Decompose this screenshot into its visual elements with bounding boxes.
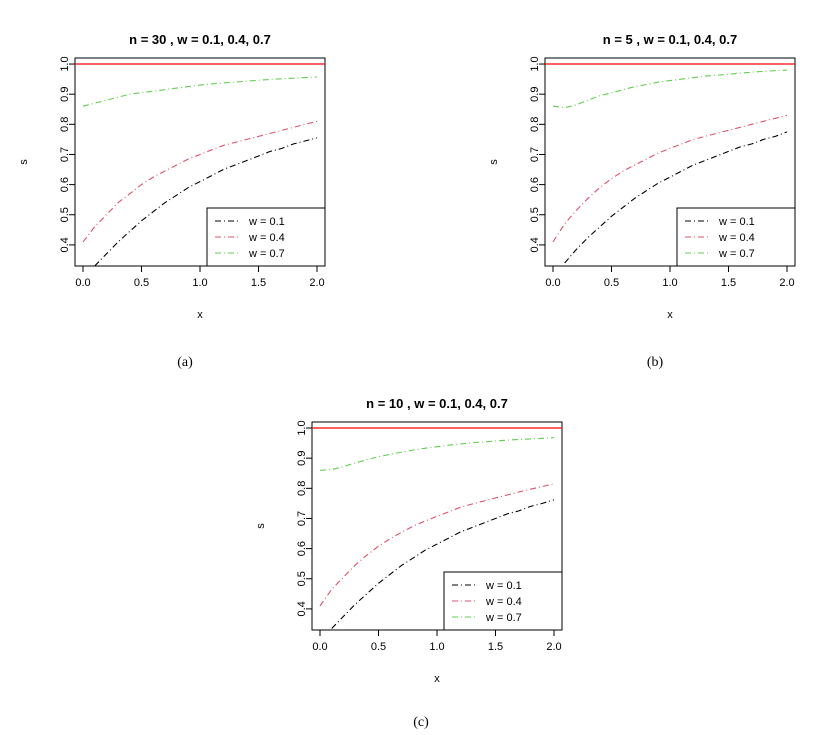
y-tick-label: 0.4 — [296, 601, 308, 616]
y-tick-label: 0.5 — [59, 207, 71, 222]
series-line — [94, 137, 318, 266]
x-axis-label: x — [434, 673, 440, 685]
y-tick-label: 0.5 — [296, 571, 308, 586]
x-tick-label: 0.5 — [134, 277, 149, 289]
y-tick-label: 0.5 — [529, 207, 541, 222]
series-line — [552, 69, 788, 109]
x-tick-label: 1.0 — [429, 641, 444, 653]
y-axis-label: s — [488, 159, 500, 165]
chart-title: n = 10 , w = 0.1, 0.4, 0.7 — [366, 396, 508, 411]
chart-a-svg: n = 30 , w = 0.1, 0.4, 0.7 0.0 0.5 1.0 1.5 2.… — [18, 32, 326, 321]
y-tick-label: 0.8 — [296, 481, 308, 496]
y-tick-label: 0.6 — [59, 177, 71, 192]
x-tick-label: 1.0 — [662, 277, 677, 289]
y-tick-label: 0.7 — [529, 147, 541, 162]
caption-b: (b) — [646, 355, 664, 370]
series-line — [564, 131, 788, 264]
x-tick-label: 0.0 — [545, 277, 560, 289]
legend-box — [206, 207, 326, 267]
legend-box — [443, 571, 563, 631]
y-tick-label: 0.8 — [529, 117, 541, 132]
legend-label: w = 0.1 — [718, 216, 755, 228]
chart-panel-c: n = 10 , w = 0.1, 0.4, 0.7 0.0 0.5 1.0 1.5 2.… — [237, 384, 597, 709]
chart-c-svg: n = 10 , w = 0.1, 0.4, 0.7 0.0 0.5 1.0 1.5 2.… — [255, 396, 563, 685]
chart-panel-b: n = 5 , w = 0.1, 0.4, 0.7 0.0 0.5 1.0 1.5 2.0… — [470, 20, 825, 345]
series-line — [82, 76, 318, 107]
x-axis-label: x — [197, 309, 203, 321]
y-axis-label: s — [18, 159, 30, 165]
y-tick-label: 0.8 — [59, 117, 71, 132]
legend-label: w = 0.4 — [248, 232, 285, 244]
legend-label: w = 0.4 — [485, 596, 522, 608]
x-axis-label: x — [667, 309, 673, 321]
chart-title: n = 30 , w = 0.1, 0.4, 0.7 — [129, 32, 271, 47]
y-tick-label: 0.7 — [296, 511, 308, 526]
caption-a: (a) — [177, 355, 193, 370]
x-tick-label: 1.0 — [192, 277, 207, 289]
y-tick-label: 0.4 — [59, 237, 71, 252]
series-line — [82, 120, 318, 243]
x-tick-label: 2.0 — [779, 277, 794, 289]
legend-label: w = 0.7 — [718, 248, 755, 260]
legend-label: w = 0.1 — [248, 216, 285, 228]
y-tick-label: 0.6 — [296, 541, 308, 556]
y-tick-label: 0.7 — [59, 147, 71, 162]
series-line — [331, 499, 555, 629]
y-tick-label: 1.0 — [59, 56, 71, 71]
y-tick-label: 1.0 — [296, 420, 308, 435]
legend-label: w = 0.1 — [485, 580, 522, 592]
x-tick-label: 2.0 — [309, 277, 324, 289]
x-tick-label: 1.5 — [721, 277, 736, 289]
chart-panel-a: n = 30 , w = 0.1, 0.4, 0.7 0.0 0.5 1.0 1.5 2.… — [0, 20, 360, 345]
x-tick-label: 1.5 — [488, 641, 503, 653]
y-tick-label: 1.0 — [529, 56, 541, 71]
legend-label: w = 0.7 — [485, 612, 522, 624]
series-line — [552, 114, 788, 243]
x-tick-label: 2.0 — [546, 641, 561, 653]
legend-label: w = 0.4 — [718, 232, 755, 244]
y-tick-label: 0.9 — [529, 87, 541, 102]
x-tick-label: 1.5 — [251, 277, 266, 289]
x-tick-label: 0.0 — [75, 277, 90, 289]
legend-label: w = 0.7 — [248, 248, 285, 260]
caption-c: (c) — [413, 715, 429, 730]
y-tick-label: 0.4 — [529, 237, 541, 252]
y-tick-label: 0.9 — [59, 87, 71, 102]
chart-b-svg: n = 5 , w = 0.1, 0.4, 0.7 0.0 0.5 1.0 1.5 2.0… — [488, 32, 796, 321]
y-tick-label: 0.9 — [296, 451, 308, 466]
y-tick-label: 0.6 — [529, 177, 541, 192]
series-line — [319, 437, 555, 471]
x-tick-label: 0.5 — [371, 641, 386, 653]
chart-title: n = 5 , w = 0.1, 0.4, 0.7 — [603, 32, 737, 47]
x-tick-label: 0.0 — [312, 641, 327, 653]
legend-box — [676, 207, 796, 267]
y-axis-label: s — [255, 523, 267, 529]
x-tick-label: 0.5 — [604, 277, 619, 289]
